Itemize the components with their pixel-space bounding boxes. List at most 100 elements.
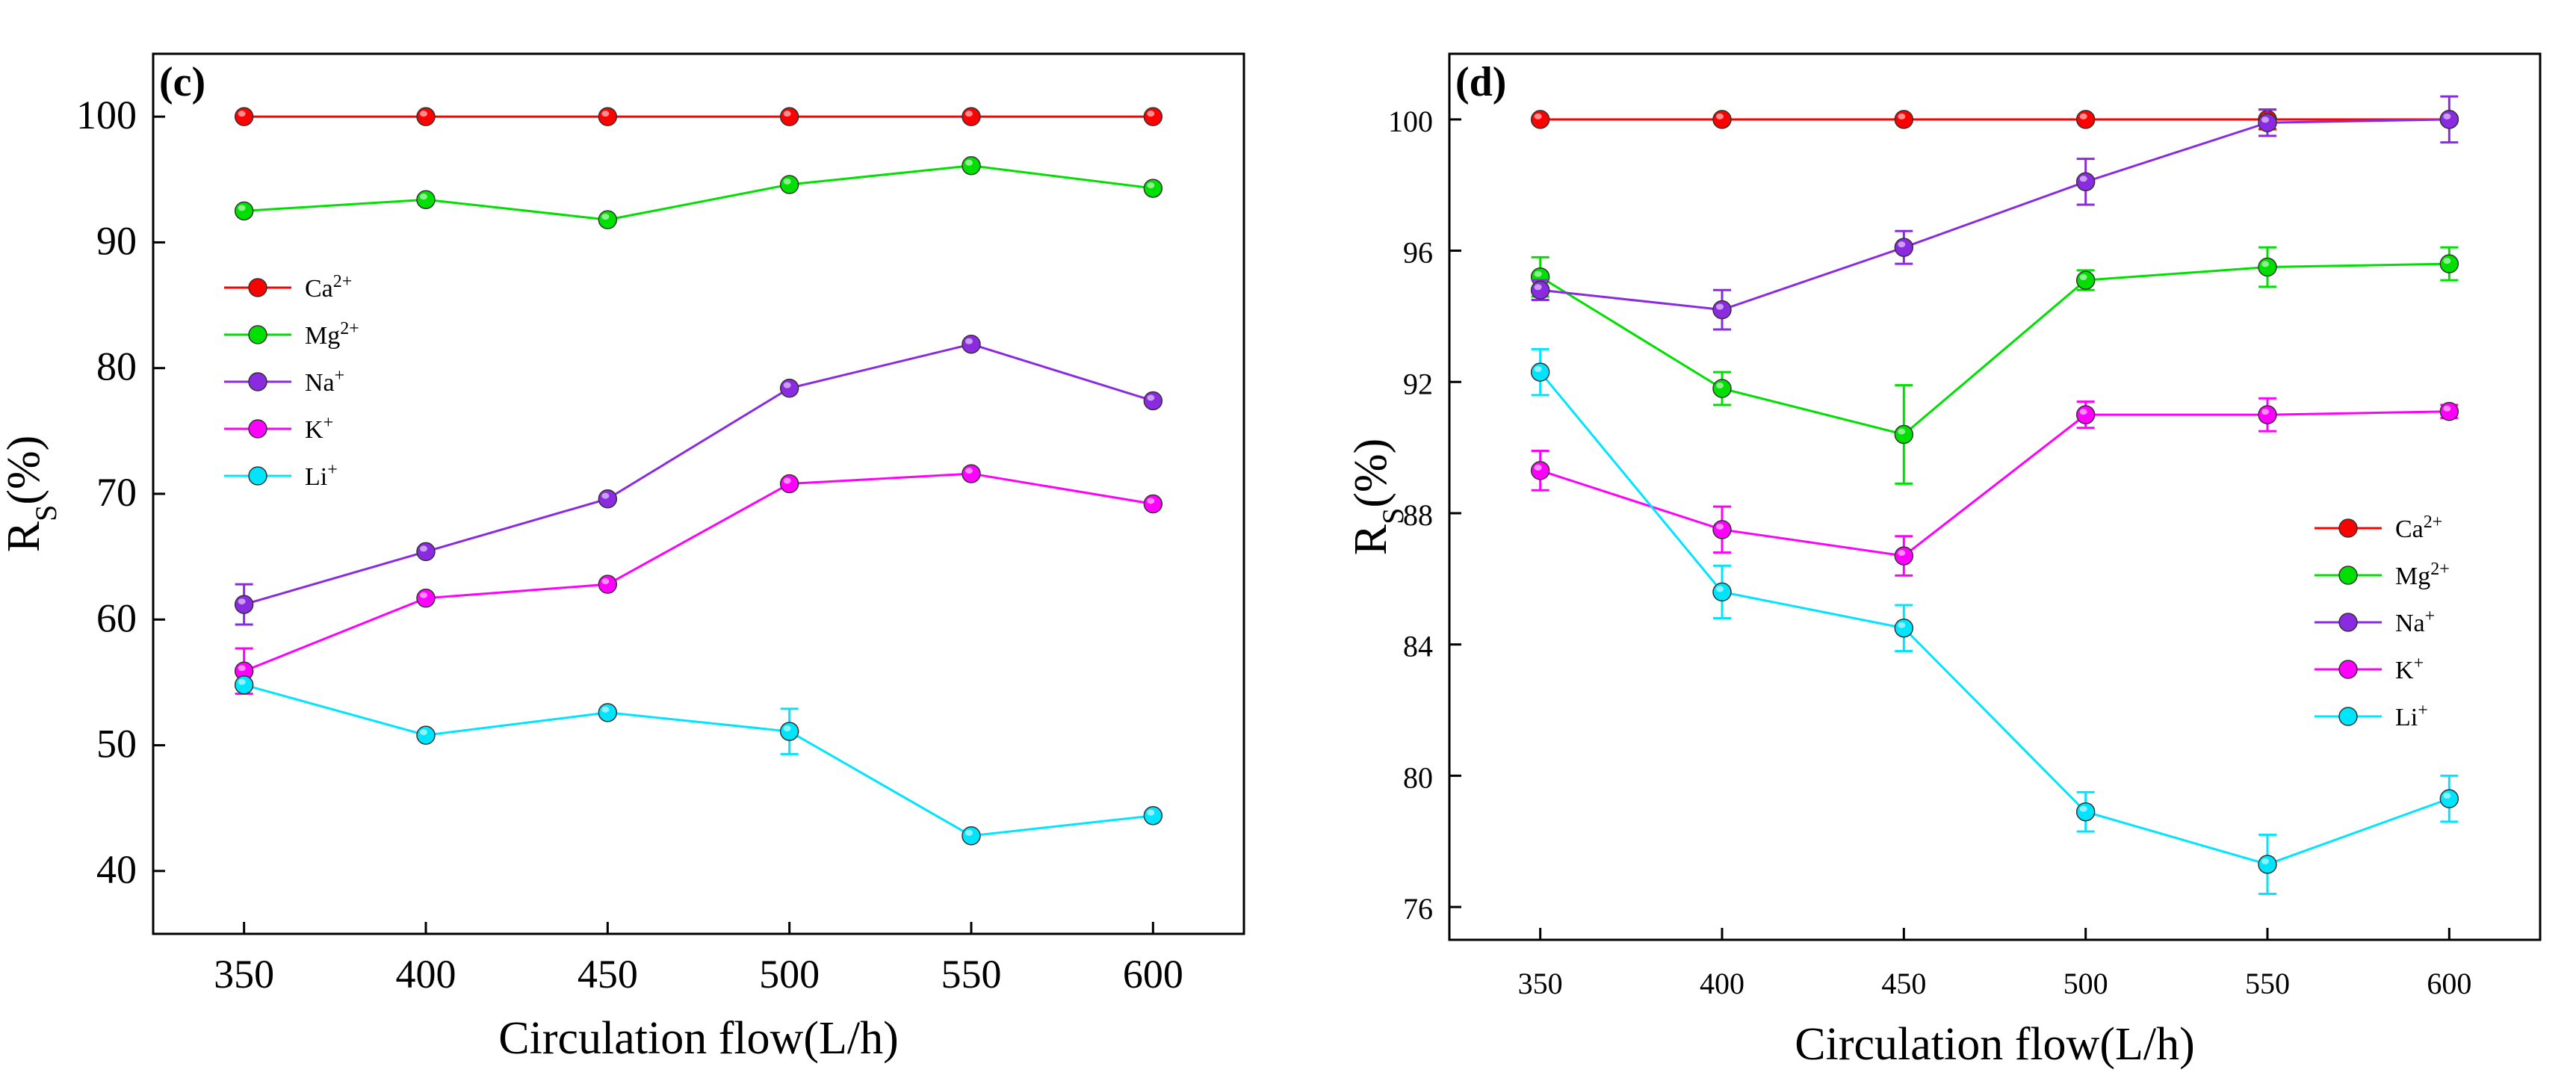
data-point <box>234 595 254 614</box>
data-point-highlight <box>965 111 973 117</box>
legend-marker <box>2338 707 2358 726</box>
data-point-highlight <box>420 545 427 552</box>
data-point-highlight <box>601 111 610 117</box>
data-point <box>779 474 799 494</box>
data-point-highlight <box>783 111 791 117</box>
legend-item-na: Na+ <box>2315 607 2435 637</box>
x-tick-label: 350 <box>214 952 274 997</box>
x-tick-label: 550 <box>2245 967 2290 1000</box>
legend-label-superscript: 2+ <box>340 319 359 338</box>
data-point <box>1530 461 1550 480</box>
data-point-highlight <box>1534 270 1542 277</box>
data-point <box>416 190 436 209</box>
data-point <box>2258 405 2277 424</box>
data-point <box>1894 238 1914 257</box>
legend-label: Na+ <box>2395 607 2435 637</box>
series-ca <box>234 107 1163 126</box>
data-point <box>2439 110 2459 129</box>
x-tick-label: 450 <box>1881 967 1926 1000</box>
data-point-highlight <box>238 205 246 211</box>
data-point <box>962 156 981 176</box>
data-point <box>234 201 254 221</box>
data-point-highlight <box>1147 111 1155 117</box>
legend-marker <box>2338 613 2358 632</box>
series-mg <box>234 156 1163 229</box>
data-point-highlight <box>420 592 427 598</box>
y-tick-label: 40 <box>96 847 137 892</box>
y-tick-label: 90 <box>96 218 137 263</box>
series-k <box>234 464 1163 696</box>
data-point-highlight <box>2443 405 2451 412</box>
data-point-highlight <box>783 382 791 388</box>
data-point-highlight <box>2079 805 2087 812</box>
data-point-highlight <box>2079 274 2087 281</box>
data-point-highlight <box>1898 550 1906 557</box>
legend-label-superscript: 2+ <box>2424 512 2443 532</box>
data-point <box>2258 113 2277 132</box>
y-axis-label-unit: (%) <box>1346 439 1396 508</box>
data-point-highlight <box>2079 113 2087 120</box>
data-point-highlight <box>238 665 246 672</box>
data-point-highlight <box>1534 366 1542 373</box>
data-point <box>1143 494 1163 514</box>
y-axis-label-main: R <box>1346 524 1396 555</box>
data-point-highlight <box>601 706 610 713</box>
data-point <box>962 464 981 483</box>
data-point <box>1894 546 1914 566</box>
x-tick-label: 450 <box>578 952 638 997</box>
legend-label-superscript: + <box>2425 607 2436 626</box>
legend-label-base: K <box>2395 657 2414 684</box>
legend-marker <box>2338 660 2358 679</box>
data-point <box>1143 107 1163 126</box>
data-point-highlight <box>1898 428 1906 435</box>
data-point-highlight <box>1147 182 1155 189</box>
legend-label-base: Mg <box>305 322 340 350</box>
data-point-highlight <box>1534 113 1542 120</box>
legend-label: Mg2+ <box>2395 560 2450 590</box>
data-point-highlight <box>420 111 427 117</box>
legend-label: Li+ <box>2395 701 2428 731</box>
data-point <box>598 703 618 722</box>
series-line <box>1539 262 2450 436</box>
legend-marker <box>248 372 267 391</box>
data-point <box>416 588 436 608</box>
data-point <box>598 489 618 509</box>
series-line <box>1540 410 2450 557</box>
data-point-highlight <box>965 829 973 836</box>
series-line <box>244 472 1154 672</box>
data-point-highlight <box>2079 176 2087 182</box>
data-point-highlight <box>2443 258 2451 264</box>
legend-label-base: Na <box>305 369 335 397</box>
data-point <box>1894 424 1914 445</box>
data-point <box>416 725 436 745</box>
series-ca <box>1530 108 2459 131</box>
series-li <box>1530 347 2459 896</box>
legend-label: Ca2+ <box>2395 512 2442 543</box>
data-point-highlight <box>601 492 610 499</box>
series-line <box>244 164 1154 221</box>
data-point <box>1712 582 1732 602</box>
y-axis-label-main: R <box>0 521 49 552</box>
legend-item-mg: Mg2+ <box>224 319 359 350</box>
x-axis-label: Circulation flow(L/h) <box>1795 1019 2194 1070</box>
legend-label-base: Ca <box>2395 515 2424 543</box>
legend-marker <box>248 419 267 439</box>
y-tick-label: 96 <box>1403 236 1433 270</box>
data-point-highlight <box>1716 586 1724 592</box>
data-point-highlight <box>1716 113 1724 120</box>
data-point <box>2075 270 2096 290</box>
data-point <box>2075 110 2096 129</box>
data-point <box>1712 110 1732 129</box>
legend-label-superscript: + <box>2414 654 2424 673</box>
legend-item-ca: Ca2+ <box>2315 512 2442 543</box>
legend-label-superscript: + <box>327 460 338 480</box>
x-axis-label: Circulation flow(L/h) <box>498 1013 898 1064</box>
data-point-highlight <box>965 159 973 166</box>
legend-label: Mg2+ <box>305 319 359 350</box>
data-point-highlight <box>420 729 427 736</box>
y-tick-label: 80 <box>96 344 137 389</box>
data-point <box>2439 254 2459 273</box>
data-point <box>234 675 254 695</box>
y-axis-label: RS(%) <box>0 436 63 553</box>
data-point <box>2439 789 2459 808</box>
